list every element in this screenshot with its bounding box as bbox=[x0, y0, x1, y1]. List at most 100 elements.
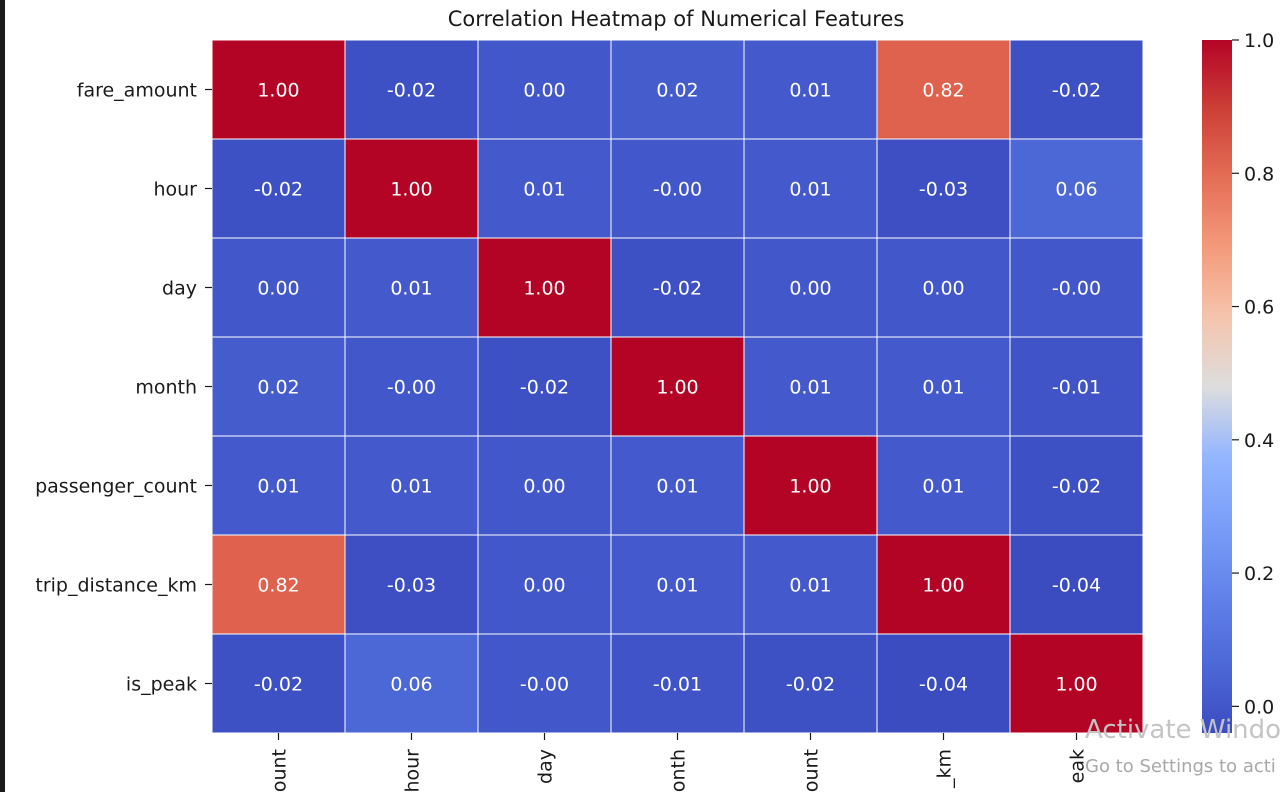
heatmap-cell-labels: 1.00 -0.02 0.00 0.02 0.01 0.82 -0.02 -0.02 1.00 0… bbox=[254, 80, 1101, 696]
cell-value-label: -0.04 bbox=[919, 674, 968, 696]
cell-value-label: 0.02 bbox=[656, 80, 698, 102]
cell-value-label: -0.02 bbox=[786, 674, 835, 696]
heatmap-cell bbox=[477, 633, 612, 734]
heatmap-cell bbox=[344, 237, 479, 338]
heatmap-cell bbox=[1009, 336, 1144, 437]
cell-value-label: 0.01 bbox=[390, 278, 432, 300]
cell-value-label: -0.02 bbox=[254, 179, 303, 201]
cell-value-label: 0.01 bbox=[656, 575, 698, 597]
cell-value-label: 0.00 bbox=[789, 278, 831, 300]
heatmap-cell bbox=[876, 336, 1011, 437]
heatmap-cell bbox=[211, 435, 346, 536]
chart-title: Correlation Heatmap of Numerical Feature… bbox=[448, 7, 905, 31]
cell-value-label: 0.00 bbox=[523, 575, 565, 597]
cell-value-label: 1.00 bbox=[257, 80, 299, 102]
heatmap-cell bbox=[743, 237, 878, 338]
cell-value-label: -0.00 bbox=[387, 377, 436, 399]
heatmap-cell bbox=[477, 138, 612, 239]
cell-value-label: 0.82 bbox=[257, 575, 299, 597]
colorbar-tick-label: 0.4 bbox=[1244, 430, 1274, 452]
cell-value-label: 0.01 bbox=[789, 80, 831, 102]
cell-value-label: -0.00 bbox=[653, 179, 702, 201]
cell-value-label: -0.02 bbox=[520, 377, 569, 399]
cell-value-label: -0.03 bbox=[387, 575, 436, 597]
cell-value-label: 0.01 bbox=[523, 179, 565, 201]
heatmap-cell bbox=[876, 633, 1011, 734]
cell-value-label: 0.00 bbox=[523, 476, 565, 498]
heatmap-cell bbox=[743, 633, 878, 734]
heatmap-cell bbox=[477, 534, 612, 635]
heatmap-cell bbox=[477, 237, 612, 338]
colorbar-tick-label: 0.6 bbox=[1244, 297, 1274, 319]
x-tick-label: _km bbox=[934, 749, 956, 789]
cell-value-label: -0.01 bbox=[653, 674, 702, 696]
x-tick-label: eak bbox=[1067, 749, 1089, 783]
cell-value-label: 1.00 bbox=[390, 179, 432, 201]
x-axis-tick-labels: ount hour day onth ount _km eak bbox=[269, 733, 1089, 792]
heatmap-cell bbox=[610, 138, 745, 239]
heatmap-cell bbox=[477, 336, 612, 437]
heatmap-cell bbox=[344, 138, 479, 239]
heatmap-cell bbox=[743, 534, 878, 635]
cell-value-label: -0.02 bbox=[254, 674, 303, 696]
heatmap-cell bbox=[211, 39, 346, 140]
heatmap-cell bbox=[211, 237, 346, 338]
cell-value-label: -0.00 bbox=[520, 674, 569, 696]
cell-value-label: -0.03 bbox=[919, 179, 968, 201]
cell-value-label: -0.00 bbox=[1052, 278, 1101, 300]
heatmap-cell bbox=[211, 138, 346, 239]
cell-value-label: 0.01 bbox=[257, 476, 299, 498]
heatmap-cell bbox=[876, 138, 1011, 239]
cell-value-label: 0.01 bbox=[789, 377, 831, 399]
heatmap-cell bbox=[344, 39, 479, 140]
colorbar-tick-label: 1.0 bbox=[1244, 30, 1274, 52]
cell-value-label: -0.02 bbox=[387, 80, 436, 102]
heatmap-cell bbox=[743, 138, 878, 239]
heatmap-cell bbox=[1009, 633, 1144, 734]
cell-value-label: 0.06 bbox=[1055, 179, 1097, 201]
heatmap-cell bbox=[344, 633, 479, 734]
cell-value-label: 0.02 bbox=[257, 377, 299, 399]
heatmap-cell bbox=[1009, 435, 1144, 536]
colorbar: 0.0 0.2 0.4 0.6 0.8 1.0 bbox=[1202, 30, 1274, 733]
cell-value-label: -0.02 bbox=[1052, 476, 1101, 498]
y-tick-label: day bbox=[162, 278, 197, 300]
cell-value-label: -0.02 bbox=[653, 278, 702, 300]
colorbar-gradient bbox=[1202, 40, 1232, 733]
cell-value-label: 0.00 bbox=[257, 278, 299, 300]
heatmap-cell bbox=[344, 534, 479, 635]
heatmap-cell bbox=[211, 534, 346, 635]
heatmap-cell bbox=[1009, 138, 1144, 239]
heatmap-cell bbox=[610, 435, 745, 536]
cell-value-label: 0.01 bbox=[922, 377, 964, 399]
heatmap-cell bbox=[344, 435, 479, 536]
y-tick-label: is_peak bbox=[126, 674, 197, 696]
x-tick-label: day bbox=[535, 749, 557, 784]
cell-value-label: 0.00 bbox=[922, 278, 964, 300]
heatmap-cell bbox=[1009, 237, 1144, 338]
cell-value-label: 1.00 bbox=[1055, 674, 1097, 696]
heatmap-cell bbox=[876, 435, 1011, 536]
cell-value-label: 1.00 bbox=[523, 278, 565, 300]
cell-value-label: 0.01 bbox=[390, 476, 432, 498]
y-tick-label: month bbox=[135, 377, 197, 399]
cell-value-label: 0.01 bbox=[656, 476, 698, 498]
colorbar-tick-label: 0.8 bbox=[1244, 163, 1274, 185]
x-tick-label: ount bbox=[269, 749, 291, 792]
heatmap-cell bbox=[610, 336, 745, 437]
window-edge bbox=[0, 0, 5, 792]
cell-value-label: 1.00 bbox=[922, 575, 964, 597]
y-tick-label: passenger_count bbox=[35, 476, 197, 498]
cell-value-label: -0.02 bbox=[1052, 80, 1101, 102]
y-tick-label: fare_amount bbox=[77, 80, 197, 102]
colorbar-tick-label: 0.0 bbox=[1244, 696, 1274, 718]
y-tick-label: trip_distance_km bbox=[35, 575, 197, 597]
heatmap-cells bbox=[211, 39, 1144, 734]
heatmap-cell bbox=[876, 237, 1011, 338]
heatmap-cell bbox=[743, 435, 878, 536]
cell-value-label: 0.01 bbox=[789, 179, 831, 201]
cell-value-label: 0.00 bbox=[523, 80, 565, 102]
colorbar-tick-label: 0.2 bbox=[1244, 563, 1274, 585]
